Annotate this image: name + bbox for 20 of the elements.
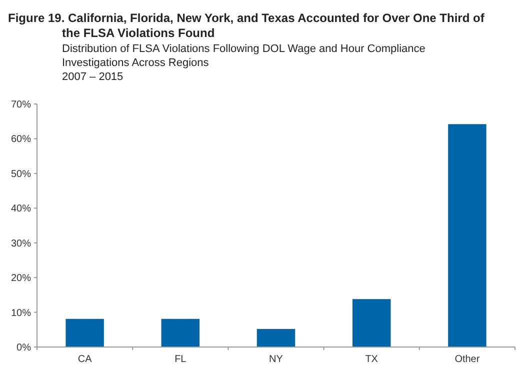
bar [448,124,486,347]
x-tick-label: FL [174,354,187,365]
chart-title: Figure 19. California, Florida, New York, and Texas Accounted for Over One Third of the FLSA Violations Found [8,11,486,40]
y-tick-label: 10% [10,308,32,319]
bar [161,318,200,347]
x-tick-label: TX [365,354,378,365]
y-tick-label: 40% [10,204,32,215]
y-tick-label: 50% [10,168,32,180]
y-tick-label: 70% [10,100,32,110]
bar [256,328,296,347]
x-tick-label: NY [269,354,284,365]
chart-subtitle: Distribution of FLSA Violations Following DOL Wage and Hour Compliance Investigations Across Regions 2007 – 2015 [62,43,426,83]
x-tick-label: Other [454,354,480,365]
y-tick-label: 0% [16,342,32,354]
x-tick-label: CA [78,354,92,365]
y-tick-label: 60% [10,134,32,146]
bar [352,299,391,347]
y-tick-label: 30% [10,238,32,250]
bar [66,318,104,347]
y-tick-label: 20% [10,273,32,284]
